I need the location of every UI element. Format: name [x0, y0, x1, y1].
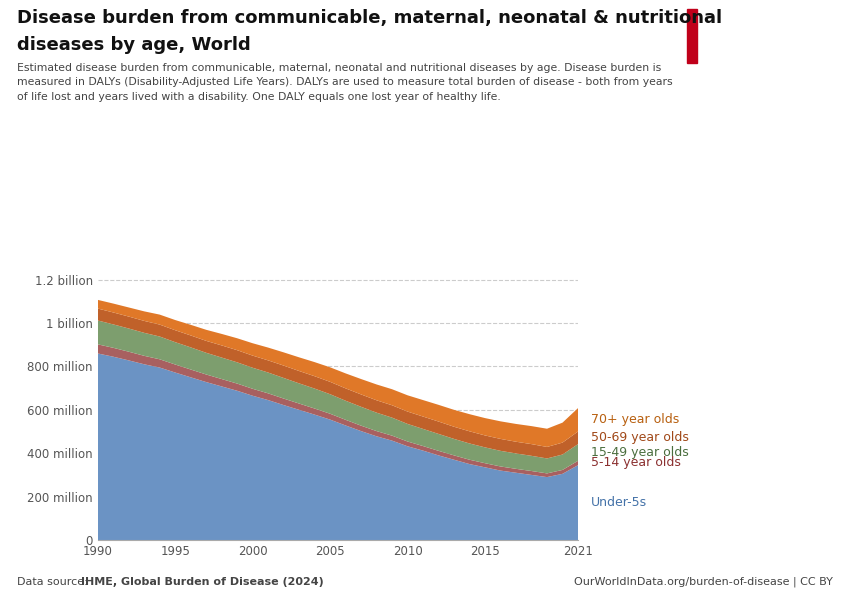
Text: Estimated disease burden from communicable, maternal, neonatal and nutritional d: Estimated disease burden from communicab…	[17, 63, 672, 102]
Text: Disease burden from communicable, maternal, neonatal & nutritional: Disease burden from communicable, matern…	[17, 9, 722, 27]
Text: Our World: Our World	[734, 25, 794, 35]
Text: Data source:: Data source:	[17, 577, 91, 587]
Text: diseases by age, World: diseases by age, World	[17, 36, 251, 54]
Bar	[687, 9, 697, 63]
Text: IHME, Global Burden of Disease (2024): IHME, Global Burden of Disease (2024)	[81, 577, 324, 587]
Text: in Data: in Data	[743, 44, 785, 55]
Text: 50-69 year olds: 50-69 year olds	[591, 431, 689, 445]
Text: 5-14 year olds: 5-14 year olds	[591, 457, 681, 469]
Text: 70+ year olds: 70+ year olds	[591, 413, 679, 427]
Text: OurWorldInData.org/burden-of-disease | CC BY: OurWorldInData.org/burden-of-disease | C…	[574, 576, 833, 587]
Text: 15-49 year olds: 15-49 year olds	[591, 446, 689, 459]
Text: Under-5s: Under-5s	[591, 496, 647, 509]
